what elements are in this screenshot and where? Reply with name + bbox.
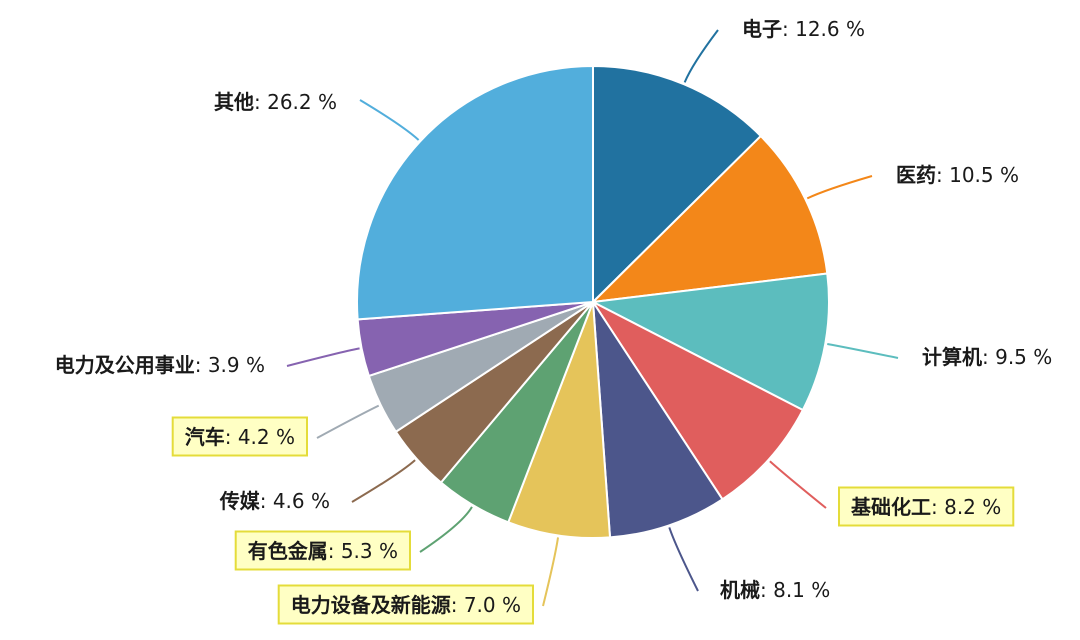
- leader-line-11: [359, 99, 420, 141]
- slice-label-7: 有色金属: 5.3 %: [234, 530, 411, 571]
- slice-label-4: 基础化工: 8.2 %: [838, 486, 1015, 527]
- slice-label-value: : 4.2 %: [225, 425, 295, 449]
- leader-line-6: [542, 537, 560, 607]
- slice-label-value: : 4.6 %: [260, 489, 330, 513]
- slice-label-2: 医药: 10.5 %: [896, 163, 1019, 187]
- pie-slice-4: [590, 299, 805, 501]
- slice-label-text: 传媒: 4.6 %: [219, 489, 330, 513]
- slice-label-name: 医药: [896, 163, 936, 187]
- leader-line-1: [683, 29, 719, 83]
- pie-slice-1: [592, 64, 763, 305]
- slice-label-text: 其他: 26.2 %: [214, 90, 337, 114]
- slice-label-3: 计算机: 9.5 %: [922, 345, 1052, 369]
- slice-label-value: : 26.2 %: [254, 90, 337, 114]
- label-highlight-box: [171, 416, 308, 457]
- slice-label-value: : 8.2 %: [931, 495, 1001, 519]
- slice-label-name: 电力及公用事业: [55, 353, 195, 377]
- slice-label-value: : 9.5 %: [982, 345, 1052, 369]
- leader-line-5: [668, 527, 699, 592]
- leader-line-9: [316, 404, 380, 439]
- slice-label-name: 计算机: [922, 345, 982, 369]
- slice-label-text: 有色金属: 5.3 %: [248, 539, 398, 563]
- leader-line-7: [419, 506, 473, 553]
- label-highlight-box: [838, 486, 1015, 527]
- pie-slice-3: [589, 272, 830, 412]
- slice-label-name: 有色金属: [248, 539, 328, 563]
- slice-label-text: 医药: 10.5 %: [896, 163, 1019, 187]
- slice-label-name: 基础化工: [851, 495, 931, 519]
- slice-label-8: 传媒: 4.6 %: [219, 489, 330, 513]
- slice-label-name: 传媒: [219, 489, 261, 513]
- label-highlight-box: [234, 530, 411, 571]
- slice-label-value: : 7.0 %: [451, 593, 521, 617]
- slice-label-5: 机械: 8.1 %: [720, 578, 830, 602]
- pie-slice-11: [356, 64, 594, 321]
- slice-label-name: 电子: [742, 17, 782, 41]
- slice-label-name: 汽车: [185, 425, 225, 449]
- slice-label-name: 电力设备及新能源: [291, 593, 451, 617]
- slice-label-value: : 12.6 %: [782, 17, 865, 41]
- slice-label-10: 电力及公用事业: 3.9 %: [55, 353, 265, 377]
- leader-line-10: [286, 347, 360, 367]
- slice-label-value: : 10.5 %: [936, 163, 1019, 187]
- slice-label-value: : 5.3 %: [328, 539, 398, 563]
- leader-line-3: [827, 342, 899, 359]
- leader-line-8: [351, 459, 416, 503]
- leader-line-2: [806, 175, 873, 200]
- slice-label-text: 基础化工: 8.2 %: [851, 495, 1001, 519]
- slice-label-text: 机械: 8.1 %: [720, 578, 830, 602]
- slice-label-value: : 8.1 %: [760, 578, 830, 602]
- leader-line-4: [769, 460, 827, 509]
- slice-label-1: 电子: 12.6 %: [742, 17, 865, 41]
- slice-label-name: 机械: [720, 578, 760, 602]
- slice-label-name: 其他: [214, 90, 254, 114]
- slice-label-6: 电力设备及新能源: 7.0 %: [277, 584, 535, 625]
- pie-slice-5: [591, 298, 724, 539]
- slice-label-text: 电力设备及新能源: 7.0 %: [291, 593, 521, 617]
- slice-label-11: 其他: 26.2 %: [214, 90, 337, 114]
- slice-label-text: 计算机: 9.5 %: [922, 345, 1052, 369]
- slice-label-text: 电子: 12.6 %: [742, 17, 865, 41]
- pie-slice-6: [506, 301, 612, 539]
- slice-label-text: 汽车: 4.2 %: [185, 425, 295, 449]
- slice-label-value: : 3.9 %: [195, 353, 265, 377]
- label-highlight-box: [277, 584, 535, 625]
- slice-label-9: 汽车: 4.2 %: [171, 416, 308, 457]
- pie-slice-2: [590, 134, 829, 304]
- slice-label-text: 电力及公用事业: 3.9 %: [55, 353, 265, 377]
